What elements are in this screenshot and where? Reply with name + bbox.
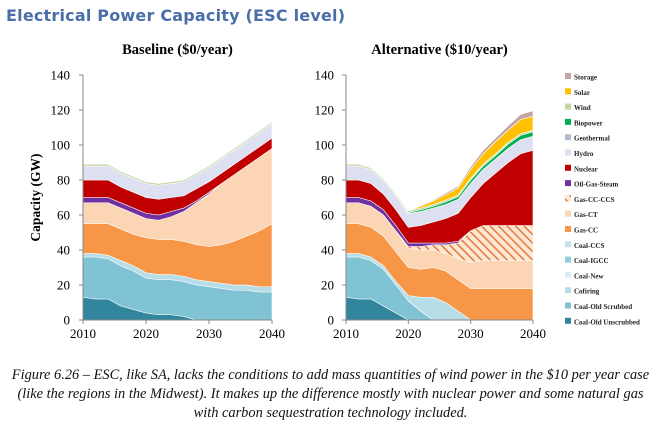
legend-label-hydro: Hydro [574,150,594,158]
page-title: Electrical Power Capacity (ESC level) [6,6,346,25]
baseline-y-axis-label: Capacity (GW) [28,153,43,241]
baseline-area-storage [83,120,273,184]
legend-label-geothermal: Geothermal [574,135,610,143]
baseline-x-tick-label: 2030 [196,326,222,341]
alternative-y-tick-label: 20 [321,278,334,293]
legend-label-solar: Solar [574,89,590,97]
baseline-y-tick-label: 60 [57,208,70,223]
legend-swatch-biopower [565,118,571,125]
legend-swatch-gas-ct [565,210,571,217]
legend-label-nuclear: Nuclear [574,165,598,173]
alternative-chart: Alternative ($10/year)020406080100120140… [315,42,547,341]
legend-swatch-nuclear [565,164,571,171]
baseline-x-tick-label: 2010 [70,326,96,341]
legend-label-gas-cc: Gas-CC [574,227,598,235]
alternative-x-tick-label: 2010 [333,326,359,341]
alternative-x-tick-label: 2040 [520,326,546,341]
baseline-y-tick-label: 100 [51,138,71,153]
baseline-x-tick-label: 2020 [133,326,159,341]
legend-label-gas-ct: Gas-CT [574,211,598,219]
legend-swatch-coal-old-unscrubbed [565,317,571,324]
legend-swatch-gas-cc [565,226,571,232]
alternative-chart-title: Alternative ($10/year) [371,42,508,58]
legend-swatch-cofiring [565,287,571,294]
legend-label-coal-ccs: Coal-CCS [574,242,604,250]
legend-swatch-geothermal [565,134,571,141]
alternative-y-tick-label: 0 [328,313,335,328]
legend-label-coal-igcc: Coal-IGCC [574,257,609,265]
alternative-y-tick-label: 80 [321,173,334,188]
legend-label-coal-new: Coal-New [574,272,604,280]
alternative-y-tick-label: 120 [315,103,335,118]
baseline-y-tick-label: 40 [57,243,70,258]
legend-swatch-coal-ccs [565,241,571,248]
alternative-y-tick-label: 140 [315,68,335,83]
legend-label-wind: Wind [574,104,591,112]
alternative-x-tick-label: 2020 [395,326,421,341]
figure-caption: Figure 6.26 – ESC, like SA, lacks the co… [11,367,650,421]
legend-swatch-solar [565,88,571,95]
alternative-x-tick-label: 2030 [458,326,484,341]
legend-label-oil-gas-steam: Oil-Gas-Steam [574,181,618,189]
alternative-y-tick-label: 100 [315,138,335,153]
baseline-chart: Baseline ($0/year)0204060801001201402010… [28,42,285,341]
legend-swatch-wind [565,103,571,110]
legend-label-cofiring: Cofiring [574,288,600,296]
legend-label-storage: Storage [574,74,597,82]
legend-swatch-coal-new [565,271,571,278]
capacity-charts: Baseline ($0/year)0204060801001201402010… [28,42,640,341]
legend-swatch-coal-igcc [565,256,571,263]
legend-label-coal-old-scrubbed: Coal-Old Scrubbed [574,303,632,311]
baseline-chart-title: Baseline ($0/year) [122,42,233,58]
baseline-y-tick-label: 80 [57,173,70,188]
legend-swatch-storage [565,73,571,79]
baseline-y-tick-label: 0 [64,313,71,328]
baseline-x-tick-label: 2040 [259,326,285,341]
baseline-y-tick-label: 140 [51,68,71,83]
legend-swatch-oil-gas-steam [565,180,571,187]
legend-swatch-gas-cc-ccs [565,195,571,202]
chart-legend: Storage Solar Wind Biopower Geothermal Hydro N… [565,73,640,326]
legend-label-coal-old-unscrubbed: Coal-Old Unscrubbed [574,318,640,326]
alternative-y-tick-label: 60 [321,208,334,223]
baseline-y-tick-label: 20 [57,278,70,293]
alternative-y-tick-label: 40 [321,243,334,258]
legend-label-biopower: Biopower [574,119,603,127]
baseline-y-tick-label: 120 [51,103,71,118]
alternative-area-storage [346,110,534,211]
legend-label-gas-cc-ccs: Gas-CC-CCS [574,196,615,204]
legend-swatch-coal-old-scrubbed [565,302,571,309]
legend-swatch-hydro [565,149,571,156]
